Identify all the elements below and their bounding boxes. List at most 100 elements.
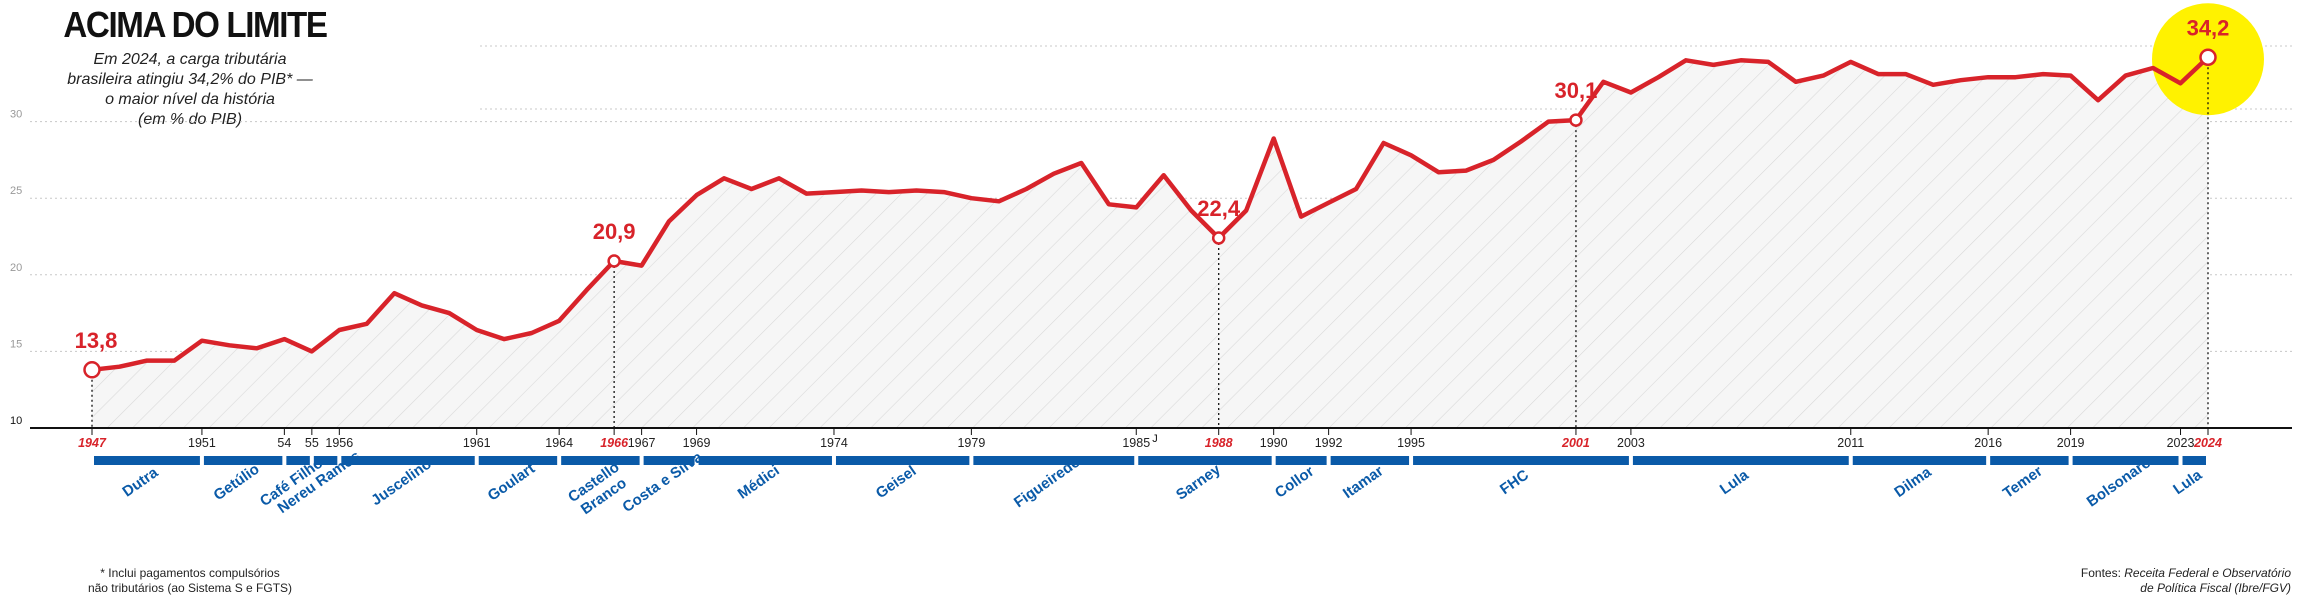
period-bar bbox=[1990, 456, 2069, 465]
data-point bbox=[667, 219, 671, 223]
period-bar bbox=[698, 456, 832, 465]
year-tick-label: 1947 bbox=[78, 436, 107, 450]
year-tick-label: 1995 bbox=[1397, 436, 1425, 450]
data-point bbox=[639, 263, 643, 267]
period-label: Geisel bbox=[873, 462, 920, 502]
period-label: Lula bbox=[1717, 466, 1753, 498]
year-tick-label: 2011 bbox=[1837, 436, 1864, 450]
data-point bbox=[1244, 208, 1248, 212]
period-bar bbox=[313, 456, 338, 465]
data-point bbox=[117, 365, 121, 369]
callout-marker bbox=[83, 361, 101, 379]
year-tick-label: 1951 bbox=[188, 436, 216, 450]
data-point bbox=[997, 199, 1001, 203]
subtitle-line: (em % do PIB) bbox=[137, 111, 243, 128]
callout-label: 34,2 bbox=[2187, 15, 2230, 40]
period-bar bbox=[1413, 456, 1629, 465]
data-point bbox=[2178, 81, 2182, 85]
data-point bbox=[1876, 72, 1880, 76]
sources-prefix: Fontes: bbox=[2080, 566, 2125, 580]
footnote-line: não tributários (ao Sistema S e FGTS) bbox=[87, 581, 293, 595]
data-point bbox=[2041, 72, 2045, 76]
data-point bbox=[887, 190, 891, 194]
year-tick-label: 2003 bbox=[1617, 436, 1645, 450]
data-point bbox=[420, 303, 424, 307]
period-bar bbox=[2072, 456, 2179, 465]
data-point bbox=[1986, 75, 1990, 79]
data-point bbox=[1052, 171, 1056, 175]
period-bar bbox=[1138, 456, 1272, 465]
period-label: Dutra bbox=[119, 464, 161, 501]
data-point bbox=[1079, 161, 1083, 165]
chart-subtitle: Em 2024, a carga tributária brasileira a… bbox=[40, 50, 340, 130]
footnote-line: * Inclui pagamentos compulsórios bbox=[100, 566, 280, 580]
data-point bbox=[832, 190, 836, 194]
data-point bbox=[1904, 72, 1908, 76]
callout-label: 30,1 bbox=[1555, 78, 1598, 103]
chart-title: ACIMA DO LIMITE bbox=[63, 4, 328, 45]
year-tick-label: 1967 bbox=[628, 436, 656, 450]
subtitle-line: o maior nível da história bbox=[105, 91, 275, 108]
data-point bbox=[1326, 201, 1330, 205]
period-label: Itamar bbox=[1340, 462, 1387, 502]
data-point bbox=[1107, 202, 1111, 206]
data-point bbox=[1629, 90, 1633, 94]
data-point bbox=[694, 193, 698, 197]
data-point bbox=[2013, 75, 2017, 79]
data-point bbox=[1162, 173, 1166, 177]
y-tick-label: 10 bbox=[10, 415, 22, 427]
y-tick-label: 20 bbox=[10, 262, 22, 274]
data-point bbox=[969, 196, 973, 200]
data-point bbox=[475, 328, 479, 332]
year-tick-label: 1966 bbox=[600, 436, 629, 450]
data-point bbox=[859, 188, 863, 192]
year-tick-label: 2001 bbox=[1561, 436, 1590, 450]
year-tick-label: 55 bbox=[305, 436, 319, 450]
year-tick-label: 1964 bbox=[545, 436, 573, 450]
data-point bbox=[1519, 139, 1523, 143]
callout-label: 22,4 bbox=[1197, 196, 1241, 221]
data-point bbox=[557, 319, 561, 323]
data-point bbox=[1299, 214, 1303, 218]
year-tick-label: 1979 bbox=[957, 436, 985, 450]
data-point bbox=[1656, 75, 1660, 79]
data-point bbox=[1409, 153, 1413, 157]
data-point bbox=[1354, 187, 1358, 191]
subtitle-line: Em 2024, a carga tributária bbox=[93, 51, 287, 68]
data-point bbox=[2068, 73, 2072, 77]
period-label: Temer bbox=[2000, 463, 2046, 502]
sources-note: Fontes: Receita Federal e Observatório d… bbox=[1971, 566, 2291, 596]
period-label: Getúlio bbox=[211, 461, 263, 505]
period-bar bbox=[561, 456, 640, 465]
data-point bbox=[942, 190, 946, 194]
data-point bbox=[310, 349, 314, 353]
data-point bbox=[1189, 208, 1193, 212]
data-point bbox=[1464, 168, 1468, 172]
period-label: Médici bbox=[735, 462, 783, 503]
footnote: * Inclui pagamentos compulsórios não tri… bbox=[70, 566, 310, 596]
callout-marker bbox=[1211, 231, 1226, 245]
year-tick-label: J bbox=[1152, 433, 1158, 445]
period-bar bbox=[973, 456, 1135, 465]
year-tick-label: 1990 bbox=[1260, 436, 1288, 450]
data-point bbox=[1821, 73, 1825, 77]
data-point bbox=[777, 176, 781, 180]
data-point bbox=[749, 187, 753, 191]
data-point bbox=[1849, 60, 1853, 64]
year-tick-label: 2023 bbox=[2167, 436, 2195, 450]
data-point bbox=[2123, 73, 2127, 77]
sources-line: de Política Fiscal (Ibre/FGV) bbox=[2140, 581, 2291, 595]
period-bar bbox=[643, 456, 695, 465]
data-point bbox=[145, 358, 149, 362]
year-tick-label: 1969 bbox=[683, 436, 711, 450]
data-point bbox=[1491, 158, 1495, 162]
data-point bbox=[282, 337, 286, 341]
data-point bbox=[584, 288, 588, 292]
y-tick-label: 30 bbox=[10, 109, 22, 121]
period-bar bbox=[1275, 456, 1327, 465]
period-label: Dilma bbox=[1891, 463, 1935, 501]
y-tick-label: 15 bbox=[10, 338, 22, 350]
data-point bbox=[1711, 63, 1715, 67]
area-hatch bbox=[92, 57, 2208, 429]
